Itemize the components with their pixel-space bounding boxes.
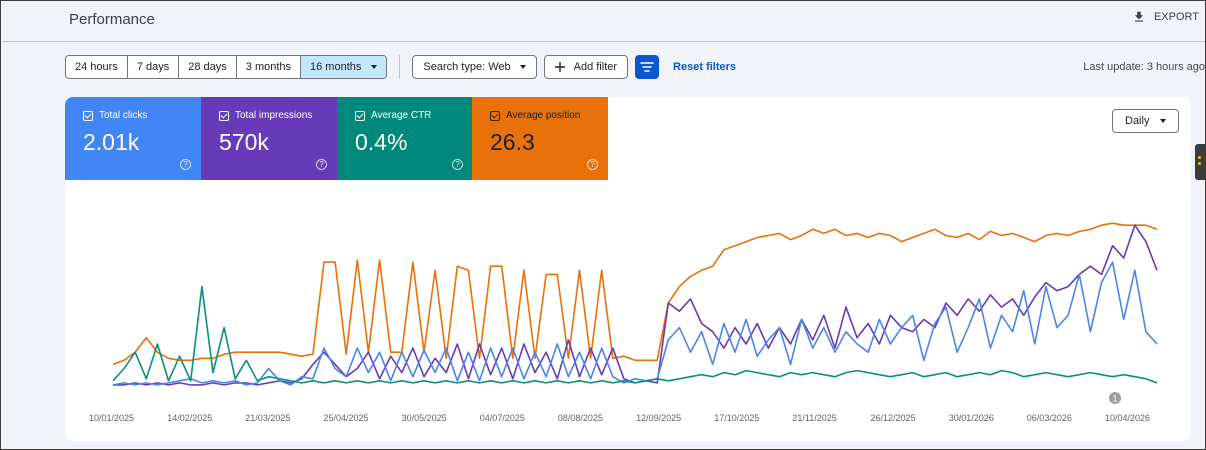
range-24-hours[interactable]: 24 hours (66, 56, 128, 78)
range-7-days[interactable]: 7 days (128, 56, 180, 78)
divider (399, 55, 401, 79)
x-tick-label: 30/05/2025 (402, 413, 447, 423)
filter-settings-button[interactable] (635, 55, 660, 79)
chevron-down-icon (1160, 119, 1166, 123)
metric-label: Total clicks (99, 110, 148, 121)
metric-value: 0.4% (355, 129, 408, 155)
page-title: Performance (69, 11, 155, 28)
checkbox-icon (490, 110, 500, 121)
reset-filters-link[interactable]: Reset filters (673, 61, 737, 73)
help-icon[interactable]: ? (587, 159, 598, 170)
x-tick-label: 10/04/2026 (1105, 413, 1150, 423)
search-type-dropdown[interactable]: Search type: Web (412, 55, 537, 79)
series-line-average-ctr (112, 285, 1158, 384)
metric-label: Average CTR (371, 110, 432, 121)
export-label: EXPORT (1153, 11, 1199, 23)
checkbox-icon (83, 110, 93, 121)
granularity-label: Daily (1125, 115, 1150, 127)
range-28-days[interactable]: 28 days (179, 56, 237, 78)
dot-icon (1198, 162, 1201, 165)
annotation-count: 1 (1112, 394, 1117, 404)
add-filter-label: Add filter (573, 61, 618, 73)
export-button[interactable]: EXPORT (1132, 10, 1199, 24)
metric-total-impressions[interactable]: Total impressions 570k ? (201, 97, 337, 180)
download-icon (1134, 11, 1144, 22)
filter-bar: 24 hours 7 days 28 days 3 months 16 mont… (65, 55, 736, 79)
last-update-text: Last update: 3 hours ago (1083, 61, 1205, 73)
header-bar: Performance EXPORT (2, 2, 1205, 42)
x-tick-label: 14/02/2025 (167, 413, 212, 423)
x-tick-label: 04/07/2025 (480, 413, 525, 423)
metric-total-clicks[interactable]: Total clicks 2.01k ? (65, 97, 201, 180)
metric-label: Total impressions (235, 110, 313, 121)
range-3-months[interactable]: 3 months (237, 56, 302, 78)
metric-average-position[interactable]: Average position 26.3 ? (472, 97, 608, 180)
add-filter-button[interactable]: Add filter (543, 55, 629, 79)
x-tick-label: 25/04/2025 (324, 413, 369, 423)
checkbox-icon (219, 110, 229, 121)
search-type-label: Search type: Web (423, 61, 511, 73)
metric-value: 2.01k (83, 129, 140, 155)
x-tick-label: 21/11/2025 (792, 413, 836, 423)
series-line-total-clicks (112, 261, 1158, 386)
x-tick-label: 12/09/2025 (636, 413, 681, 423)
metric-value: 570k (219, 129, 269, 155)
metric-label: Average position (506, 110, 581, 121)
feedback-handle[interactable] (1195, 144, 1205, 180)
series-line-average-position (112, 222, 1158, 366)
date-range-selector: 24 hours 7 days 28 days 3 months 16 mont… (65, 55, 388, 79)
filter-icon (640, 62, 654, 72)
x-tick-label: 26/12/2025 (871, 413, 916, 423)
annotation-marker[interactable] (1109, 392, 1121, 404)
help-icon[interactable]: ? (316, 159, 327, 170)
x-tick-label: 10/01/2025 (89, 413, 134, 423)
range-16-months[interactable]: 16 months (301, 56, 387, 78)
help-icon[interactable]: ? (452, 159, 463, 170)
dot-icon (1198, 156, 1201, 159)
x-tick-label: 08/08/2025 (558, 413, 603, 423)
x-tick-label: 17/10/2025 (714, 413, 759, 423)
performance-line-chart: 10/01/2025 14/02/2025 21/03/2025 25/04/2025… (89, 222, 1158, 423)
chevron-down-icon (371, 65, 378, 69)
performance-chart-card: Total clicks 2.01k ? Total impressions 5… (65, 97, 1191, 441)
metric-average-ctr[interactable]: Average CTR 0.4% ? (337, 97, 473, 180)
range-16-months-label: 16 months (310, 61, 362, 73)
plus-icon (554, 62, 565, 72)
checkbox-icon (355, 110, 365, 121)
help-icon[interactable]: ? (180, 159, 191, 170)
x-tick-label: 30/01/2026 (949, 413, 994, 423)
metric-value: 26.3 (490, 129, 535, 155)
x-tick-label: 21/03/2025 (245, 413, 290, 423)
granularity-dropdown[interactable]: Daily (1112, 109, 1179, 133)
chevron-down-icon (519, 65, 526, 69)
x-tick-label: 06/03/2026 (1027, 413, 1072, 423)
